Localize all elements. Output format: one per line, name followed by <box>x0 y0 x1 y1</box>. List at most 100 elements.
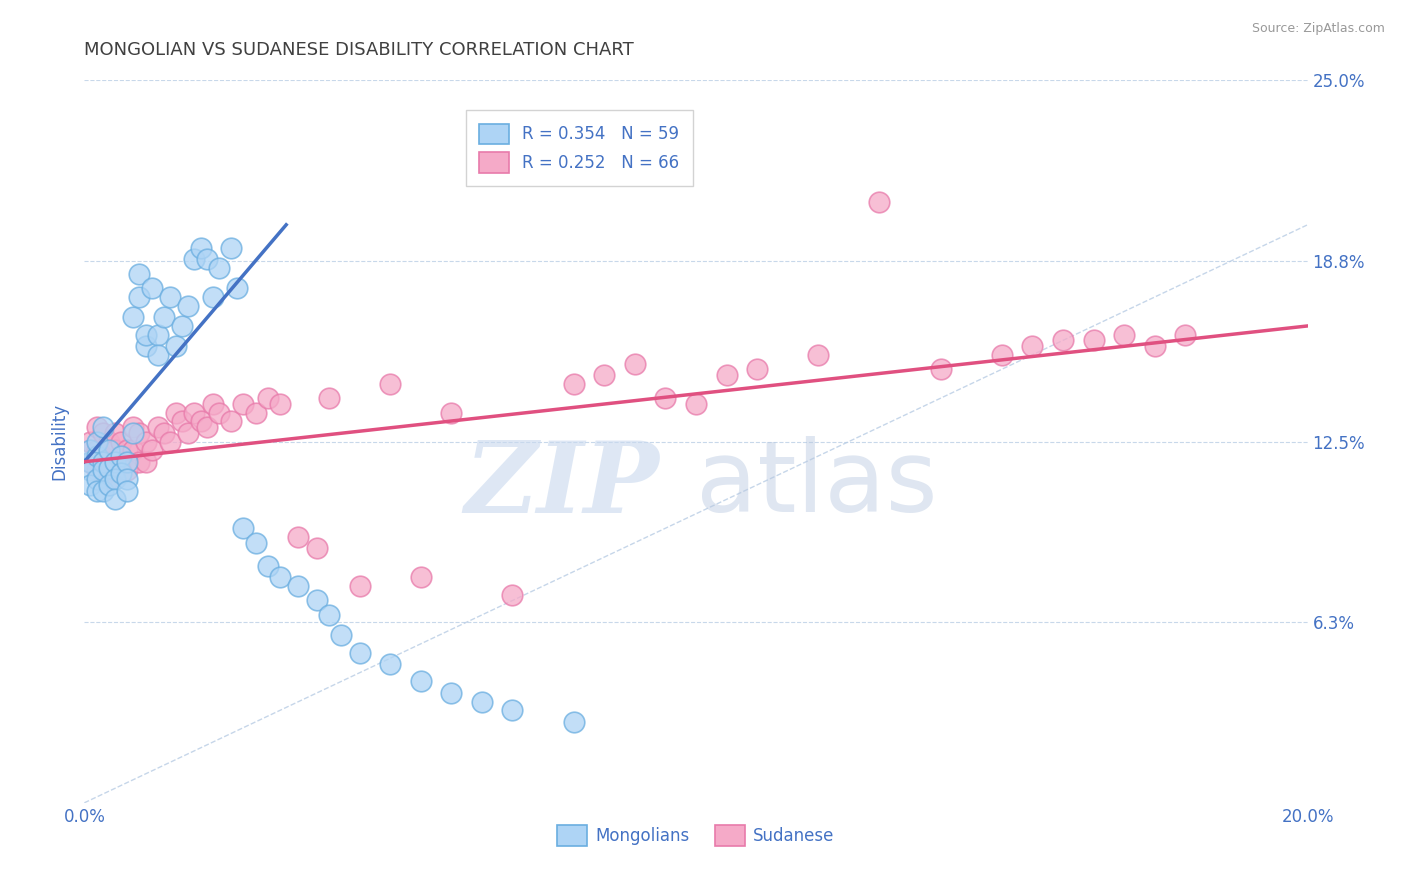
Point <box>115 463 138 477</box>
Point <box>747 362 769 376</box>
Point <box>86 483 108 498</box>
Point <box>195 252 218 267</box>
Point <box>79 455 101 469</box>
Point <box>141 443 163 458</box>
Point <box>177 425 200 440</box>
Point <box>91 455 114 469</box>
Point <box>177 299 200 313</box>
Point <box>245 535 267 549</box>
Point <box>97 460 120 475</box>
Point <box>562 376 585 391</box>
Point <box>104 455 127 469</box>
Point <box>440 406 463 420</box>
Point <box>104 443 127 458</box>
Point <box>110 434 132 449</box>
Point <box>318 391 340 405</box>
Point <box>190 414 212 428</box>
Point <box>165 339 187 353</box>
Point <box>91 425 114 440</box>
Point <box>502 703 524 717</box>
Point <box>110 467 132 481</box>
Point <box>1052 334 1074 348</box>
Point <box>97 478 120 492</box>
Point <box>104 425 127 440</box>
Text: Source: ZipAtlas.com: Source: ZipAtlas.com <box>1251 22 1385 36</box>
Point <box>183 406 205 420</box>
Point <box>128 267 150 281</box>
Point <box>122 420 145 434</box>
Point <box>562 714 585 729</box>
Point <box>208 261 231 276</box>
Point <box>195 420 218 434</box>
Point <box>135 455 157 469</box>
Point <box>91 483 114 498</box>
Point <box>91 469 114 483</box>
Point <box>1021 339 1043 353</box>
Point <box>141 281 163 295</box>
Point <box>318 607 340 622</box>
Point <box>135 434 157 449</box>
Point <box>146 327 169 342</box>
Point <box>97 443 120 458</box>
Point <box>153 425 176 440</box>
Point <box>115 443 138 458</box>
Point <box>190 241 212 255</box>
Text: MONGOLIAN VS SUDANESE DISABILITY CORRELATION CHART: MONGOLIAN VS SUDANESE DISABILITY CORRELA… <box>84 41 634 59</box>
Point <box>269 397 291 411</box>
Point <box>128 290 150 304</box>
Point <box>159 434 181 449</box>
Point <box>201 290 224 304</box>
Point <box>91 420 114 434</box>
Point <box>305 593 328 607</box>
Legend: Mongolians, Sudanese: Mongolians, Sudanese <box>551 819 841 852</box>
Point <box>104 463 127 477</box>
Point <box>929 362 952 376</box>
Point <box>122 443 145 458</box>
Point <box>79 455 101 469</box>
Point <box>219 241 242 255</box>
Point <box>991 348 1014 362</box>
Point <box>135 339 157 353</box>
Point <box>245 406 267 420</box>
Point <box>115 455 138 469</box>
Point <box>79 434 101 449</box>
Point <box>654 391 676 405</box>
Point <box>471 695 494 709</box>
Point <box>232 521 254 535</box>
Point <box>409 674 432 689</box>
Point <box>86 472 108 486</box>
Point <box>380 657 402 671</box>
Point <box>159 290 181 304</box>
Point <box>153 310 176 325</box>
Point <box>1083 334 1105 348</box>
Point <box>115 483 138 498</box>
Point <box>172 318 194 333</box>
Point <box>305 541 328 556</box>
Point <box>104 472 127 486</box>
Point <box>685 397 707 411</box>
Point <box>122 425 145 440</box>
Point <box>122 310 145 325</box>
Text: ZIP: ZIP <box>464 437 659 533</box>
Point <box>91 463 114 477</box>
Point <box>97 472 120 486</box>
Point <box>287 530 309 544</box>
Point <box>287 579 309 593</box>
Point <box>257 558 280 573</box>
Point <box>104 492 127 507</box>
Point <box>110 455 132 469</box>
Point <box>128 425 150 440</box>
Point <box>97 455 120 469</box>
Y-axis label: Disability: Disability <box>51 403 69 480</box>
Point <box>86 420 108 434</box>
Point <box>257 391 280 405</box>
Point <box>86 463 108 477</box>
Point <box>716 368 738 382</box>
Text: atlas: atlas <box>696 436 938 533</box>
Point <box>219 414 242 428</box>
Point <box>146 348 169 362</box>
Point <box>226 281 249 295</box>
Point <box>146 420 169 434</box>
Point <box>183 252 205 267</box>
Point <box>1114 327 1136 342</box>
